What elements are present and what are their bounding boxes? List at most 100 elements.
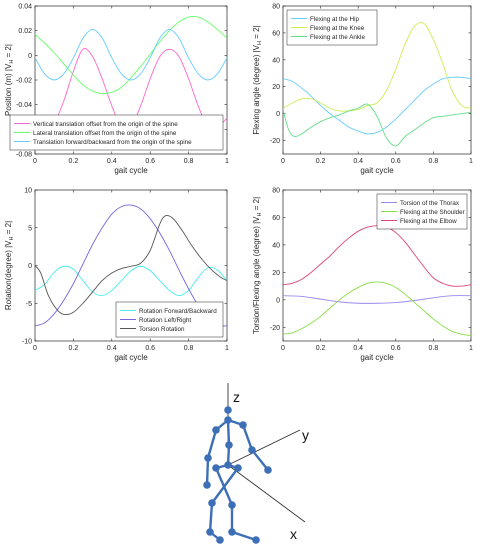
y-tick-label: 60 [272, 30, 280, 37]
legend-label: Translation forward/backward from the or… [33, 139, 192, 146]
legend: Torsion of the Thorax Flexing at the Shou… [376, 193, 468, 230]
x-axis-label: gait cycle [114, 353, 148, 362]
toe-joint [216, 536, 224, 544]
series-line-1 [35, 265, 227, 297]
left-elbow-joint [204, 454, 212, 462]
series-line-3 [35, 214, 227, 316]
chart-panel-lower-limb-flexion: 0 0.2 0.4 0.6 0.8 1 -20 0 20 40 60 80 gait cycle Flex… [252, 4, 473, 176]
series-line-2 [283, 281, 471, 336]
right-hand-joint [264, 466, 272, 474]
y-axis-label-tail: = 2| [252, 25, 261, 41]
y-tick-label: -0.08 [16, 152, 32, 159]
y-axis-label-tail: = 2| [4, 221, 13, 237]
y-tick-label: 40 [272, 242, 280, 249]
x-tick-label: 0 [281, 158, 285, 165]
x-tick-label: 0.6 [145, 345, 155, 352]
series-line-3 [283, 103, 471, 147]
knee-joint [228, 501, 236, 509]
y-tick-label: 0.02 [18, 28, 32, 35]
bone [226, 418, 231, 447]
y-tick-label: 10 [24, 188, 32, 195]
left-shoulder-joint [212, 426, 220, 434]
bone [241, 423, 254, 452]
z-axis-label: z [233, 389, 240, 405]
series-line-1 [283, 295, 471, 304]
right-hip-joint [234, 464, 242, 472]
x-tick-label: 0.6 [145, 158, 155, 165]
y-axis-label-subscript: H [257, 41, 263, 45]
x-tick-label: 0.8 [184, 158, 194, 165]
x-tick-label: 0.2 [69, 158, 79, 165]
bone [206, 428, 218, 460]
right-shoulder-joint [239, 421, 247, 429]
legend: Rotation Forward/Backward Rotation Left/R… [115, 301, 224, 338]
y-axis-label-main: Rotation(degree) |V [4, 240, 13, 310]
legend-box [9, 114, 224, 151]
y-tick-label: 0 [28, 263, 32, 270]
x-tick-label: 0.4 [353, 345, 363, 352]
x-tick-label: 0 [33, 345, 37, 352]
series-line-2 [283, 22, 471, 112]
y-tick-label: -20 [270, 325, 280, 332]
y-axis-label: y [302, 427, 309, 443]
x-tick-label: 0.4 [107, 345, 117, 352]
bone [210, 466, 240, 505]
right-elbow-joint [248, 446, 256, 454]
knee-joint [208, 499, 216, 507]
x-tick-label: 0.6 [391, 345, 401, 352]
y-tick-label: 80 [272, 188, 280, 195]
x-tick-label: 0.8 [429, 345, 439, 352]
legend-label: Flexing at the Ankle [310, 34, 365, 41]
series-lines [35, 204, 227, 327]
bone [205, 456, 210, 487]
y-tick-label: 20 [272, 270, 280, 277]
x-tick-label: 0 [33, 158, 37, 165]
y-tick-label: 20 [272, 84, 280, 91]
series-line-1 [283, 76, 471, 135]
legend: Flexing at the Hip Flexing at the Knee Fle… [286, 9, 378, 46]
x-tick-label: 0.6 [391, 158, 401, 165]
chart-panel-position: 00.20.40.60.81-0.08-0.06-0.04-0.0200.020… [4, 4, 229, 176]
x-tick-label: 0 [281, 345, 285, 352]
spine-joint [225, 441, 233, 449]
y-tick-label: 5 [28, 225, 32, 232]
legend-label: Lateral translation offset from the orig… [33, 130, 177, 137]
head-joint [224, 406, 232, 414]
y-axis-label-tail: = 2| [4, 44, 13, 60]
legend-label: Torsion Rotation [139, 326, 185, 333]
y-axis [227, 429, 301, 466]
legend-label: Flexing at the Hip [310, 16, 359, 23]
x-tick-label: 0.8 [429, 158, 439, 165]
x-axis [227, 464, 306, 523]
x-tick-label: 1 [225, 158, 229, 165]
y-tick-label: -10 [22, 339, 32, 346]
chart-panel-upper-limb-angles: 0 0.2 0.4 0.6 0.8 1 -20 0 20 40 60 80 gait cycle Tors… [252, 188, 473, 363]
x-tick-label: 0.8 [184, 345, 194, 352]
x-axis-label: gait cycle [114, 166, 148, 175]
y-tick-label: -0.02 [16, 78, 32, 85]
legend-label: Torsion of the Thorax [400, 200, 460, 207]
toe-joint [252, 536, 260, 544]
y-axis-label-subscript: H [257, 212, 263, 216]
y-axis-label-main: Position (m) |V [4, 63, 13, 116]
y-axis-label: Torsion/Flexing angle (degree) |VH = 2| [252, 197, 263, 334]
legend-label: Rotation Left/Right [139, 317, 191, 324]
legend-label: Flexing at the Knee [310, 25, 365, 32]
series-line-2 [35, 16, 227, 95]
x-tick-label: 1 [225, 345, 229, 352]
y-axis-label-subscript: H [9, 60, 15, 64]
legend-label: Vertical translation offset from the ori… [33, 121, 178, 128]
series-lines [283, 22, 471, 147]
x-axis-label: gait cycle [360, 166, 394, 175]
x-tick-label: 0.2 [69, 345, 79, 352]
x-axis-label: gait cycle [360, 353, 394, 362]
skeleton-bones [205, 418, 270, 542]
y-axis-label-subscript: H [9, 236, 15, 240]
pelvis-joint [224, 461, 232, 469]
y-axis-label-main: Flexing angle (degree) |V [252, 44, 261, 134]
ankle-joint [228, 528, 236, 536]
y-axis-label: Flexing angle (degree) |VH = 2| [252, 25, 263, 134]
y-tick-label: 60 [272, 215, 280, 222]
y-tick-label: 0 [28, 53, 32, 60]
